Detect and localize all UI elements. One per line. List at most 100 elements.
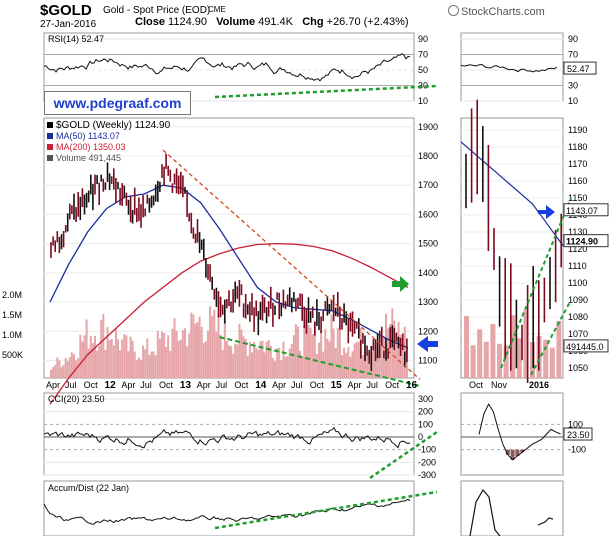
volume-bar: [70, 352, 73, 378]
volume-bar: [351, 351, 354, 378]
chart-subtitle: Gold - Spot Price (EOD): [103, 5, 211, 16]
volume-bar: [255, 347, 258, 378]
volume-bar: [91, 343, 94, 378]
volume-bar: [338, 328, 341, 378]
volume-bar: [242, 336, 245, 378]
volume-bar: [232, 353, 235, 378]
ma50-legend-mark: [47, 133, 53, 139]
zoom-volume-bar: [464, 315, 469, 378]
volume-bar: [297, 326, 299, 378]
cci-label: CCI(20) 23.50: [48, 394, 105, 404]
x-axis-label: Oct: [234, 380, 249, 390]
volume-bar: [399, 335, 402, 378]
volume-bar: [177, 340, 180, 378]
volume-bar: [253, 341, 256, 378]
zoom-volume-bar: [477, 329, 483, 378]
volume-bar: [112, 345, 115, 378]
zoom-price-tick-label: 1080: [568, 312, 588, 322]
volume-bar: [79, 334, 82, 378]
cci-tick-label: -300: [418, 470, 436, 480]
volume-bar: [181, 330, 184, 378]
zoom-volume-bar: [510, 315, 516, 378]
stockcharts-logo-icon: [448, 5, 459, 16]
rsi-zoom-tick-label: 10: [568, 96, 578, 106]
x-axis-label: Apr: [121, 380, 135, 390]
volume-bar: [175, 330, 178, 378]
chg-label: Chg: [302, 16, 324, 28]
volume-bar: [167, 335, 170, 378]
zoom-price-tick-label: 1050: [568, 363, 588, 373]
volume-tick-label: 1.0M: [2, 330, 22, 340]
volume-bar: [251, 352, 253, 378]
volume-bar: [60, 366, 63, 378]
price-bars: [50, 153, 408, 372]
volume-bar: [207, 330, 209, 378]
x-axis-label: Oct: [310, 380, 325, 390]
volume-bar: [202, 343, 205, 378]
volume-bar: [52, 367, 55, 378]
volume-bar: [261, 340, 264, 378]
volume-bar: [190, 312, 193, 378]
rsi-tick-label: 90: [418, 34, 428, 44]
ma200-legend-mark: [47, 144, 53, 150]
volume-bar: [223, 318, 226, 378]
volume-bar: [341, 355, 343, 378]
volume-bar: [161, 331, 163, 378]
zoom-ma50-value-box: [563, 203, 609, 217]
volume-bar: [313, 320, 316, 378]
x-axis-label: Apr: [347, 380, 361, 390]
volume-bar: [144, 349, 147, 378]
cci-zoom-line: [478, 403, 561, 461]
volume-bar: [244, 339, 247, 378]
volume-tick-label: 2.0M: [2, 290, 22, 300]
volume-bar: [169, 350, 172, 378]
volume-bar: [374, 351, 377, 378]
x-axis-label: 16: [406, 380, 418, 391]
brand-link[interactable]: StockCharts.com: [448, 5, 545, 18]
zoom-x-axis-label: 2016: [529, 380, 549, 390]
volume-bar: [154, 355, 157, 378]
volume-bar: [357, 341, 360, 378]
volume-bar: [376, 341, 379, 378]
volume-bar: [299, 350, 302, 378]
volume-bar: [221, 349, 224, 378]
volume-label: Volume: [216, 16, 256, 28]
volume-bar: [380, 335, 383, 378]
volume-bar: [81, 341, 84, 378]
volume-bar: [288, 348, 291, 378]
x-axis-label: Jul: [140, 380, 152, 390]
volume-bar: [267, 340, 270, 378]
x-axis-label: 14: [255, 380, 267, 391]
volume-tick-label: 500K: [2, 350, 23, 360]
zoom-volume-bar: [556, 320, 562, 378]
x-axis-label: Jul: [366, 380, 378, 390]
volume-bar: [158, 338, 161, 378]
x-axis-label: Oct: [385, 380, 400, 390]
volume-bar: [106, 327, 109, 378]
price-legend-mark: [47, 122, 53, 128]
zoom-price-tick-label: 1120: [568, 244, 587, 254]
volume-bar: [66, 361, 69, 378]
zoom-ma50-value: 1143.07: [566, 206, 598, 216]
volume-bar: [280, 360, 283, 378]
close-value: 1124.90: [168, 16, 207, 28]
x-axis-label: Jul: [65, 380, 77, 390]
accum-label: Accum/Dist (22 Jan): [48, 483, 129, 493]
volume-bar: [315, 354, 318, 378]
volume-bar: [238, 323, 241, 378]
quote-line: Close 1124.90 Volume 491.4K Chg +26.70 (…: [135, 16, 409, 28]
rsi-label: RSI(14) 52.47: [48, 34, 104, 44]
watermark-link[interactable]: www.pdegraaf.com: [44, 91, 191, 115]
volume-bar: [240, 329, 243, 378]
volume-bar: [361, 355, 364, 378]
price-legend-text: MA(200) 1350.03: [56, 142, 126, 152]
volume-bar: [307, 324, 310, 378]
volume-bar: [368, 352, 371, 378]
x-axis-label: Apr: [272, 380, 286, 390]
price-legend-text: MA(50) 1143.07: [56, 131, 120, 141]
volume-bar: [58, 360, 61, 378]
volume-bar: [248, 342, 251, 378]
panel-frame-acc: [43, 480, 415, 536]
volume-bar: [322, 351, 325, 378]
volume-bar: [100, 320, 103, 378]
